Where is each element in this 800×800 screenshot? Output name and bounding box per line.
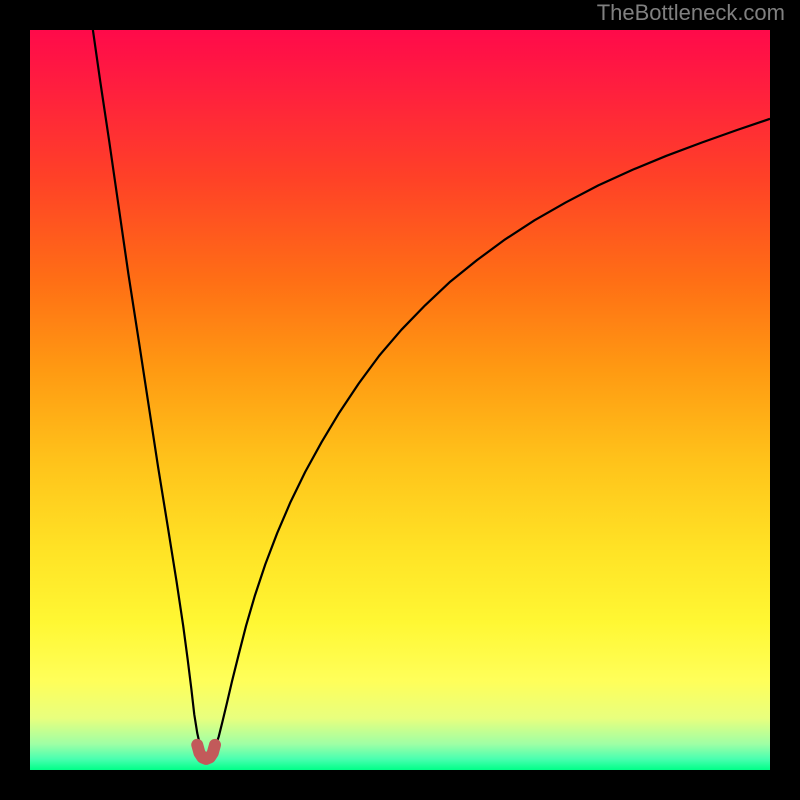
- chart-container: TheBottleneck.com: [0, 0, 800, 800]
- plot-area: [30, 30, 770, 770]
- watermark-text: TheBottleneck.com: [597, 0, 785, 26]
- gradient-background: [30, 30, 770, 770]
